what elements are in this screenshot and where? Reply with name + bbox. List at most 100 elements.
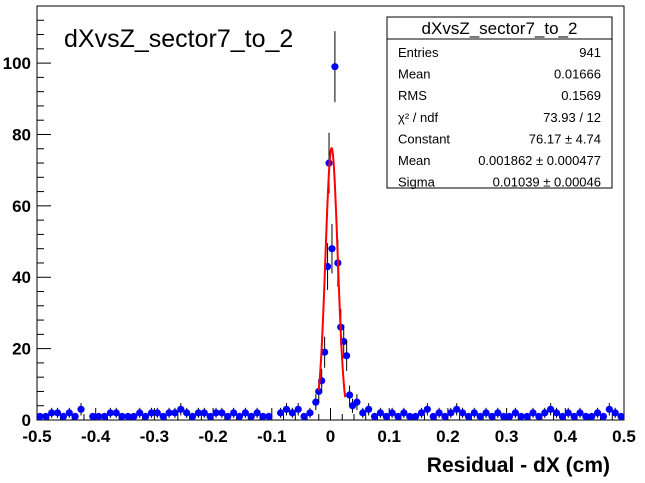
point-marker	[212, 409, 220, 417]
data-point	[394, 412, 402, 421]
x-tick-label: 0.1	[377, 427, 401, 446]
data-point	[429, 412, 437, 421]
point-marker	[100, 412, 109, 421]
data-point	[136, 407, 144, 418]
x-tick-label: -0.5	[22, 427, 51, 446]
data-point	[464, 412, 473, 421]
data-point	[552, 407, 561, 418]
data-point	[206, 412, 214, 421]
point-marker	[500, 412, 508, 421]
statistics-box: dXvsZ_sector7_to_2 Entries 941 Mean 0.01666…	[386, 16, 613, 190]
point-marker	[353, 398, 361, 406]
data-point	[423, 403, 431, 416]
data-point	[53, 407, 62, 418]
point-marker	[453, 405, 461, 413]
data-point	[71, 412, 79, 421]
point-marker	[576, 409, 584, 417]
point-marker	[412, 412, 420, 421]
point-marker	[112, 409, 120, 417]
point-marker	[564, 409, 572, 417]
point-marker	[230, 409, 238, 417]
data-point	[523, 412, 531, 421]
stats-row-label: Entries	[398, 45, 439, 60]
point-marker	[417, 409, 426, 417]
data-point	[517, 412, 525, 421]
data-point	[218, 407, 226, 418]
data-point	[95, 412, 103, 421]
point-marker	[177, 405, 185, 413]
point-marker	[306, 409, 314, 417]
data-point	[406, 412, 414, 421]
data-point	[593, 407, 602, 418]
x-tick-label: -0.4	[81, 427, 111, 446]
point-marker	[435, 409, 443, 417]
data-point	[605, 403, 613, 416]
point-marker	[106, 409, 114, 417]
point-marker	[321, 348, 329, 356]
point-marker	[224, 412, 232, 421]
stats-row-value: 73.93 / 12	[543, 110, 601, 125]
data-point	[331, 31, 339, 103]
point-marker	[541, 409, 549, 417]
data-point	[306, 407, 314, 418]
data-point	[476, 412, 484, 421]
stats-row-label: Mean	[398, 67, 431, 82]
point-marker	[315, 387, 323, 396]
point-marker	[147, 409, 156, 417]
point-marker	[570, 412, 578, 421]
fit-curve	[317, 147, 347, 398]
data-point	[494, 407, 502, 418]
point-marker	[171, 409, 179, 417]
data-point	[48, 407, 56, 418]
point-marker	[206, 412, 214, 421]
data-point	[77, 403, 85, 416]
data-point	[42, 412, 50, 421]
data-point	[611, 407, 619, 418]
stats-row-label: Mean	[398, 153, 431, 168]
point-marker	[517, 412, 525, 421]
point-marker	[141, 412, 150, 421]
x-tick-label: -0.1	[257, 427, 286, 446]
data-point	[353, 394, 361, 411]
data-point	[435, 407, 443, 418]
data-point	[365, 403, 373, 416]
point-marker	[194, 409, 203, 417]
x-tick-label: 0.4	[553, 427, 577, 446]
point-marker	[265, 412, 273, 421]
data-point	[141, 412, 150, 421]
y-tick-label: 40	[12, 268, 31, 287]
point-marker	[370, 412, 379, 421]
point-marker	[277, 409, 285, 417]
data-point	[500, 412, 508, 421]
point-marker	[89, 412, 97, 421]
point-marker	[345, 391, 354, 399]
data-point	[376, 407, 384, 418]
y-axis: 0 20 40 60 80 100	[3, 5, 51, 430]
point-marker	[95, 412, 103, 421]
data-point	[547, 403, 555, 416]
data-point	[582, 412, 590, 421]
point-marker	[552, 409, 561, 417]
data-point	[259, 412, 267, 421]
point-marker	[65, 409, 73, 417]
point-marker	[36, 412, 44, 421]
data-point	[441, 412, 449, 421]
x-tick-label: 0.5	[612, 427, 636, 446]
point-marker	[447, 409, 455, 417]
point-marker	[423, 405, 431, 413]
point-marker	[218, 409, 226, 417]
point-marker	[511, 409, 520, 417]
data-point	[130, 412, 138, 421]
point-marker	[476, 412, 484, 421]
data-point	[247, 412, 255, 421]
point-marker	[406, 412, 414, 421]
data-point	[188, 412, 197, 421]
point-marker	[200, 409, 208, 417]
point-marker	[617, 412, 625, 421]
x-tick-label: -0.3	[140, 427, 169, 446]
data-point	[153, 407, 161, 418]
point-marker	[118, 412, 126, 421]
stats-title: dXvsZ_sector7_to_2	[422, 19, 578, 38]
data-point	[511, 407, 520, 418]
point-marker	[136, 409, 144, 417]
